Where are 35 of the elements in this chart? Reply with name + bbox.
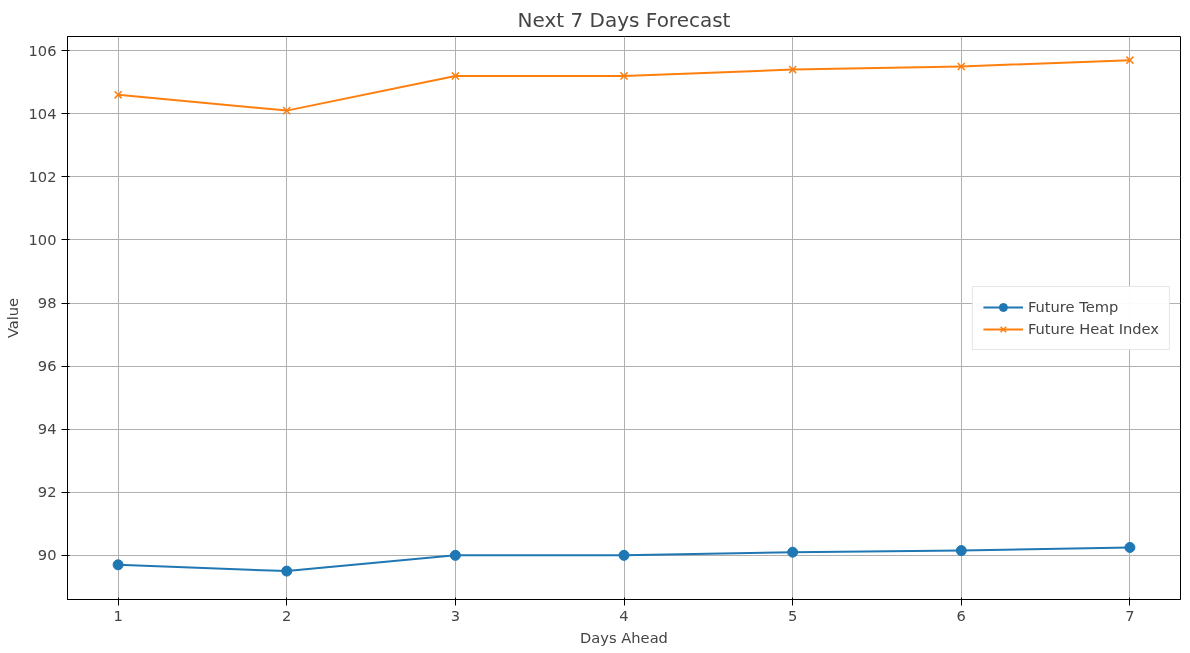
point: [618, 549, 630, 561]
y-tick-label: 98: [37, 294, 57, 312]
x-tick-label: 7: [1125, 606, 1135, 624]
point: [281, 565, 293, 577]
y-tick-label: 106: [28, 41, 57, 59]
y-tick-label: 94: [37, 420, 57, 438]
x-tick-label: 1: [113, 606, 123, 624]
x-axis-title: Days Ahead: [580, 628, 668, 646]
x-tick-label: 6: [956, 606, 966, 624]
point: [619, 71, 629, 81]
point: [955, 545, 967, 557]
point: [112, 559, 124, 571]
x-tick-label: 4: [619, 606, 629, 624]
point: [788, 65, 797, 74]
y-tick-label: 90: [37, 546, 57, 564]
y-tick-label: 96: [37, 357, 57, 375]
y-tick-label: 104: [28, 104, 57, 122]
y-tick-label: 102: [28, 167, 57, 185]
point: [449, 549, 461, 561]
x-tick-label: 5: [787, 606, 798, 624]
x-tick-label: 2: [282, 606, 292, 624]
point: [1124, 541, 1136, 553]
point: [1125, 55, 1135, 65]
y-axis-title: Value: [3, 297, 21, 339]
x-tick-label: 3: [450, 606, 461, 624]
point: [956, 62, 966, 71]
legend-label: Future Temp: [1027, 298, 1119, 315]
y-tick-label: 92: [37, 483, 57, 501]
legend-label: Future Heat Index: [1027, 320, 1159, 337]
point: [787, 546, 799, 558]
point: [113, 90, 123, 100]
chart-title: Next 7 Days Forecast: [517, 7, 731, 32]
y-tick-label: 100: [28, 230, 57, 248]
point: [451, 71, 460, 81]
point: [282, 106, 292, 115]
